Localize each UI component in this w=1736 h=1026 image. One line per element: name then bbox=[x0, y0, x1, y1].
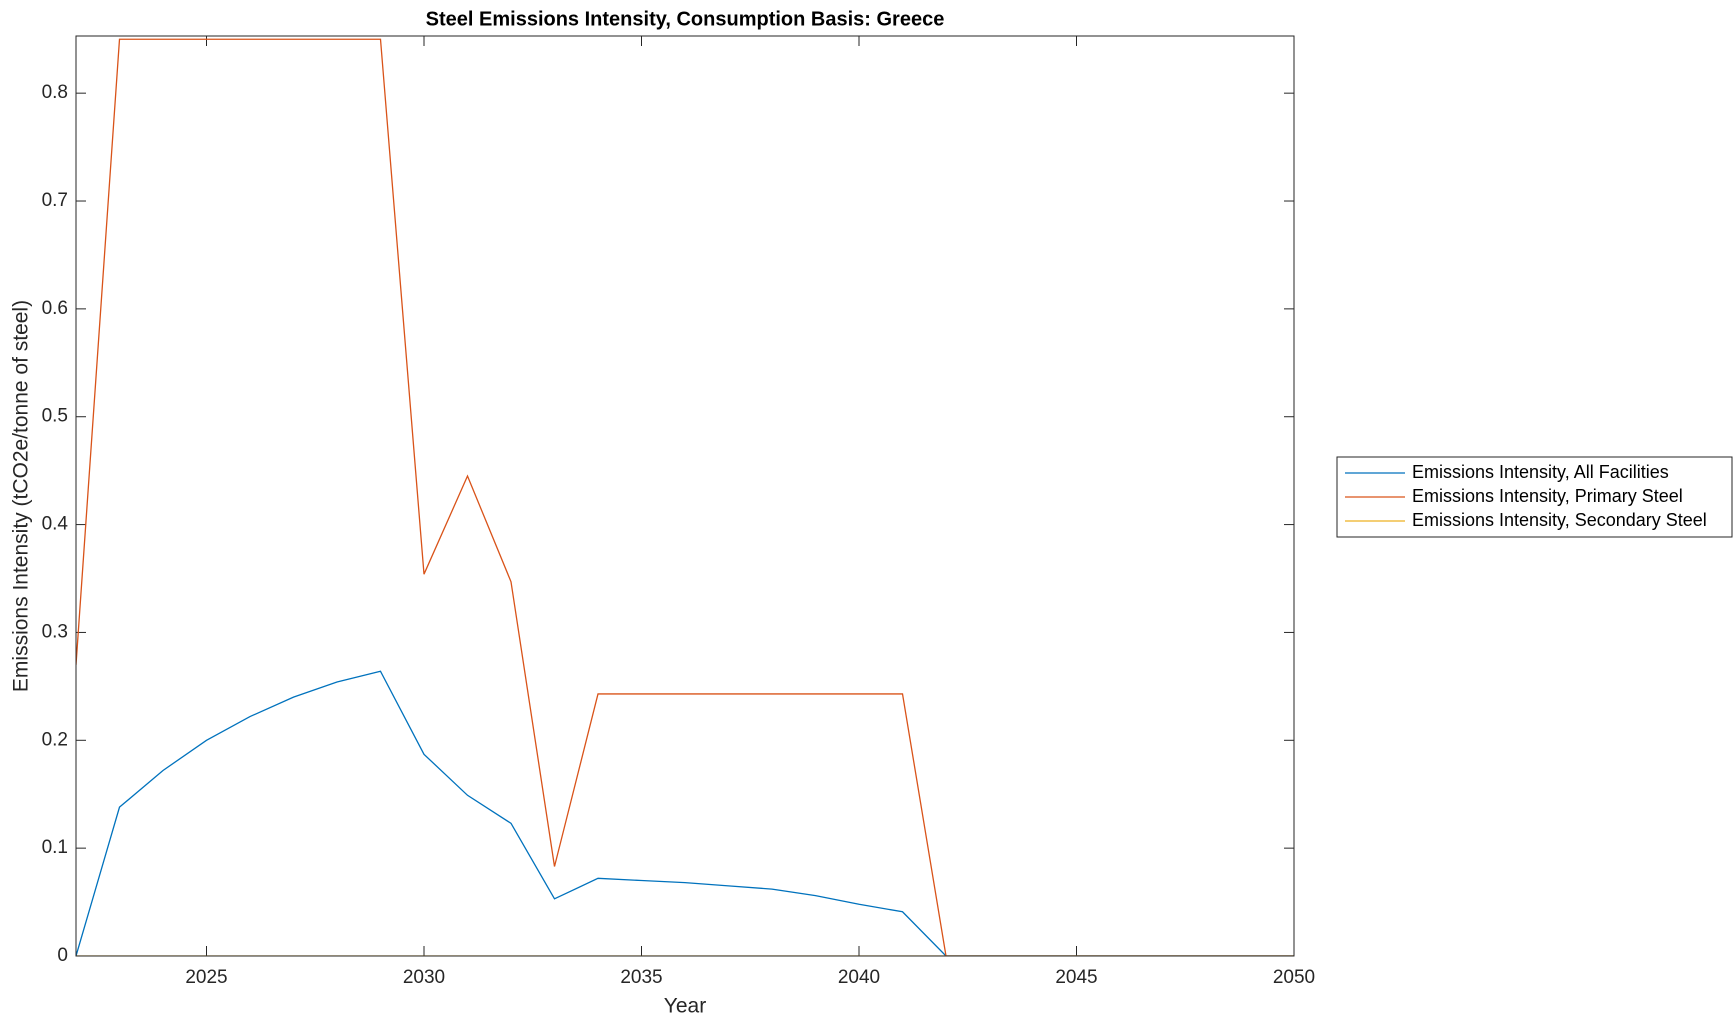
x-tick-label: 2050 bbox=[1273, 967, 1315, 988]
x-tick-label: 2035 bbox=[620, 967, 662, 988]
y-tick-label: 0.1 bbox=[42, 837, 68, 858]
chart-title: Steel Emissions Intensity, Consumption B… bbox=[426, 8, 945, 30]
x-tick-label: 2025 bbox=[185, 967, 227, 988]
legend-label: Emissions Intensity, Primary Steel bbox=[1412, 486, 1683, 506]
plot-area bbox=[76, 36, 1294, 956]
y-axis-label: Emissions Intensity (tCO2e/tonne of stee… bbox=[10, 300, 33, 692]
legend-label: Emissions Intensity, Secondary Steel bbox=[1412, 510, 1707, 530]
y-tick-label: 0.6 bbox=[42, 298, 68, 319]
x-axis-label: Year bbox=[664, 995, 706, 1018]
y-tick-label: 0.2 bbox=[42, 729, 68, 750]
y-tick-label: 0 bbox=[57, 945, 68, 966]
plot-lines bbox=[76, 38, 1294, 956]
axes-box bbox=[75, 35, 1295, 957]
series-line bbox=[76, 38, 1294, 956]
y-tick-label: 0.5 bbox=[42, 406, 68, 427]
y-tick-label: 0.7 bbox=[42, 190, 68, 211]
x-tick-label: 2045 bbox=[1055, 967, 1097, 988]
y-tick-label: 0.3 bbox=[42, 621, 68, 642]
y-tick-label: 0.8 bbox=[42, 82, 68, 103]
series-line bbox=[76, 670, 1294, 956]
x-tick-label: 2040 bbox=[838, 967, 880, 988]
legend-label: Emissions Intensity, All Facilities bbox=[1412, 462, 1669, 482]
y-tick-label: 0.4 bbox=[42, 514, 69, 535]
x-tick-label: 2030 bbox=[403, 967, 445, 988]
